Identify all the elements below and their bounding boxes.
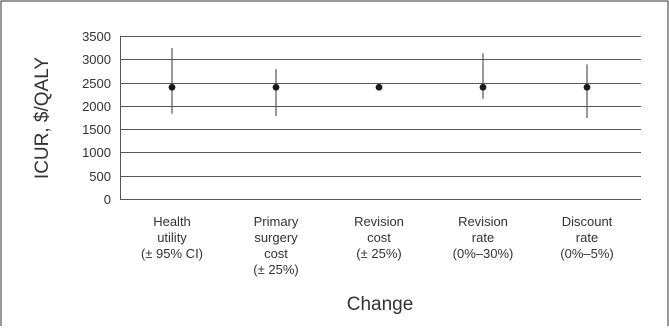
- x-axis-title: Change: [347, 294, 414, 315]
- y-tick-label: 0: [104, 192, 111, 207]
- data-points: [168, 83, 591, 91]
- y-tick-label: 500: [89, 169, 111, 184]
- y-tick-label: 1500: [82, 122, 111, 137]
- category-label: Revision cost (± 25%): [354, 214, 404, 261]
- range-bars: [171, 48, 588, 118]
- y-tick-label: 2500: [82, 76, 111, 91]
- y-axis-title: ICUR, $/QALY: [32, 57, 53, 179]
- y-tick-labels: 0 500 1000 1500 2000 2500 3000 3500: [82, 29, 111, 207]
- y-tick-label: 3500: [82, 29, 111, 44]
- data-point: [583, 83, 591, 91]
- y-tick-label: 3000: [82, 52, 111, 67]
- y-tick-label: 2000: [82, 99, 111, 114]
- data-point: [272, 83, 280, 91]
- gridlines: [120, 36, 641, 200]
- data-point: [479, 83, 487, 91]
- category-label: Revision rate (0%–30%): [453, 214, 514, 261]
- category-label: Primary surgery cost (± 25%): [253, 214, 299, 277]
- category-label: Health utility (± 95% CI): [141, 214, 203, 261]
- y-tick-label: 1000: [82, 145, 111, 160]
- data-point: [375, 83, 383, 91]
- data-point: [168, 83, 176, 91]
- category-labels: Health utility (± 95% CI) Primary surgery cos…: [141, 214, 614, 277]
- category-label: Discount rate (0%–5%): [560, 214, 613, 261]
